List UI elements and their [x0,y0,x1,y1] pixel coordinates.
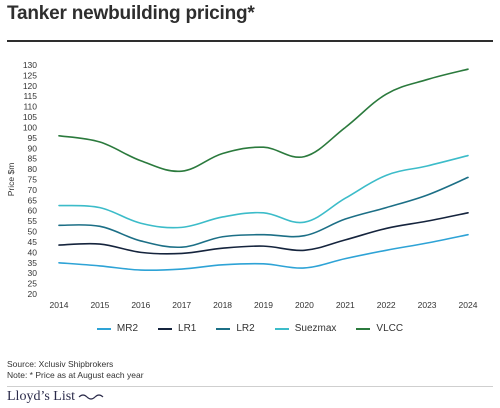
y-tick-label: 110 [23,102,37,112]
y-tick-label: 100 [23,122,37,132]
chart-title: Tanker newbuilding pricing* [7,3,255,24]
x-tick-label: 2021 [336,300,355,310]
y-tick-label: 40 [28,247,38,257]
footer-divider [7,386,493,387]
x-tick-label: 2014 [50,300,69,310]
legend-item-lr1: LR1 [158,323,196,334]
lloyds-list-logo: Lloyd’s List [7,389,104,405]
y-tick-label: 115 [23,91,37,101]
y-tick-label: 105 [23,112,37,122]
legend-swatch [356,327,371,330]
y-tick-label: 95 [28,133,38,143]
x-tick-label: 2015 [90,300,109,310]
legend-swatch [158,327,173,330]
y-tick-label: 25 [28,279,38,289]
legend-label: LR1 [178,323,197,334]
legend-label: Suezmax [294,323,337,334]
y-tick-label: 60 [28,206,38,216]
y-axis-label: Price $m [6,163,16,197]
legend-item-mr2: MR2 [96,323,139,334]
y-tick-label: 50 [28,227,38,237]
x-tick-label: 2023 [418,300,437,310]
title-divider [7,40,493,42]
legend-item-suezmax: Suezmax [274,323,337,334]
x-tick-label: 2017 [172,300,191,310]
chart-legend: MR2 LR1 LR2 Suezmax VLCC [0,323,500,334]
y-tick-label: 120 [23,81,37,91]
series-line-mr2 [58,233,469,272]
series-line-suezmax [58,154,469,229]
y-tick-label: 35 [28,258,38,268]
y-tick-label: 75 [28,175,38,185]
y-tick-label: 55 [28,216,38,226]
y-tick-label: 65 [28,195,38,205]
y-tick-label: 70 [28,185,38,195]
series-line-vlcc [58,68,469,173]
x-tick-label: 2018 [213,300,232,310]
legend-swatch [216,327,231,330]
legend-label: VLCC [376,323,404,334]
x-tick-label: 2019 [254,300,273,310]
x-tick-label: 2024 [459,300,478,310]
y-tick-label: 80 [28,164,38,174]
legend-item-vlcc: VLCC [356,323,403,334]
x-tick-label: 2022 [377,300,396,310]
y-tick-label: 85 [28,154,38,164]
legend-item-lr2: LR2 [216,323,255,334]
legend-label: LR2 [236,323,255,334]
logo-text: Lloyd’s List [7,389,76,404]
x-tick-label: 2016 [131,300,150,310]
y-tick-label: 20 [28,289,38,299]
series-line-lr2 [58,176,469,249]
y-tick-label: 45 [28,237,38,247]
y-tick-label: 125 [23,70,37,80]
note-text: Note: * Price as at August each year [7,370,144,380]
y-tick-label: 90 [28,143,38,153]
line-chart: Price $m 20253035404550556065707580859095… [6,60,478,310]
y-tick-label: 130 [23,60,37,70]
wave-icon [78,394,104,400]
legend-swatch [274,327,289,330]
legend-swatch [96,327,111,330]
y-tick-label: 30 [28,268,38,278]
x-tick-label: 2020 [295,300,314,310]
legend-label: MR2 [116,323,139,334]
series-line-lr1 [58,212,469,255]
source-text: Source: Xclusiv Shipbrokers [7,359,114,369]
